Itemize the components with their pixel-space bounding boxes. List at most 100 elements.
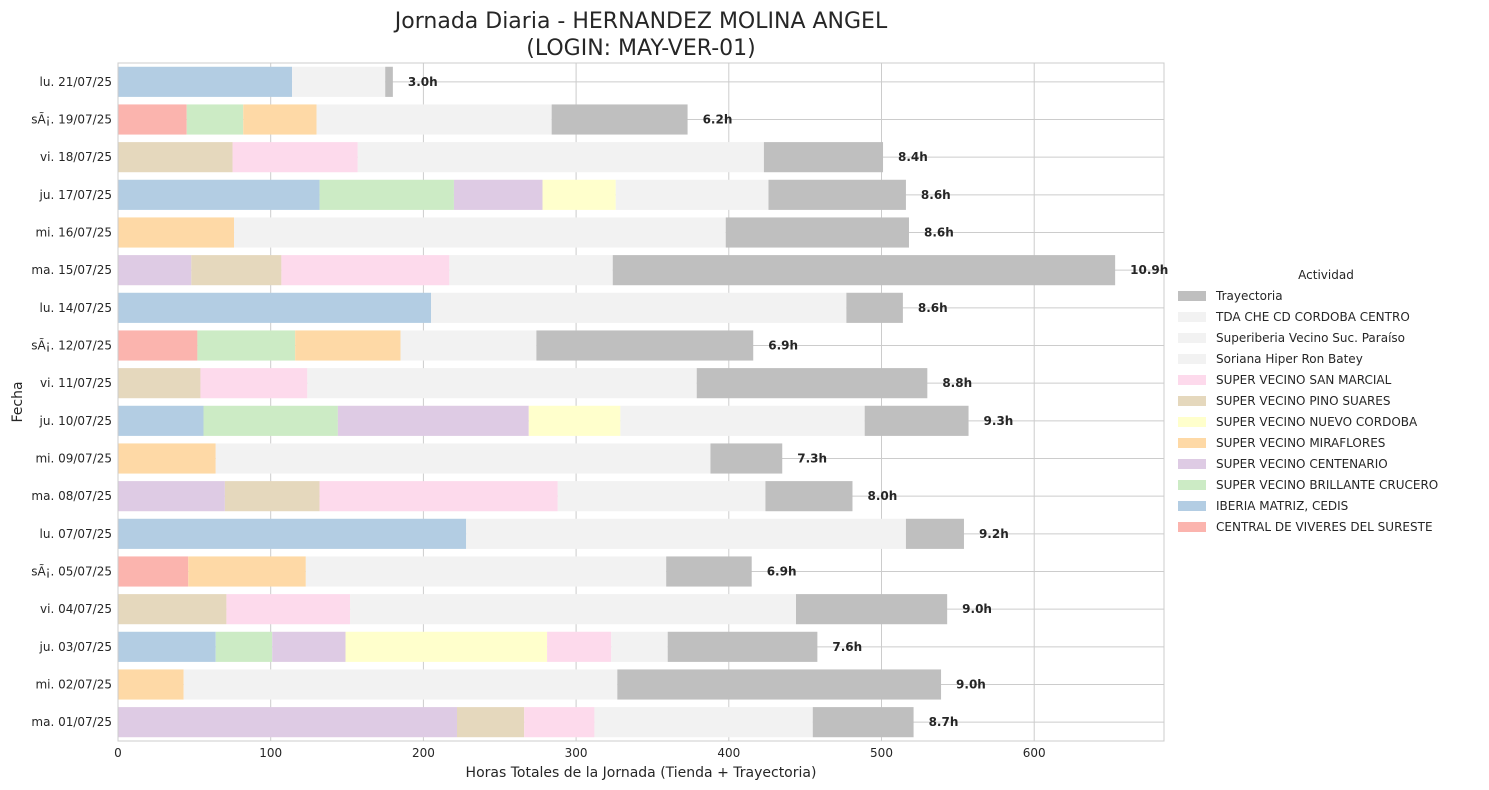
x-tick-label: 400 xyxy=(717,746,740,760)
bar-segment xyxy=(118,443,216,474)
bar-segment xyxy=(725,217,909,248)
y-tick-label: sÃ¡. 19/07/25 xyxy=(31,112,112,127)
bar-segment xyxy=(528,405,621,436)
bar-segment xyxy=(594,707,813,738)
bar-segment xyxy=(234,217,726,248)
y-tick-label: ju. 17/07/25 xyxy=(39,188,112,202)
bar-segment xyxy=(536,330,754,361)
data-labels: 3.0h 6.2h 8.4h 8.6h 8.6h 10.9h 8.6h 6.9h 8.8h 9.3… xyxy=(408,75,1168,729)
bar-segment xyxy=(611,631,668,662)
bar-segment xyxy=(864,405,969,436)
legend-entry: SUPER VECINO BRILLANTE CRUCERO xyxy=(1216,478,1438,492)
y-tick-label: mi. 16/07/25 xyxy=(35,226,112,240)
bar-segment xyxy=(350,594,796,625)
legend-entry: TDA CHE CD CORDOBA CENTRO xyxy=(1215,310,1410,324)
legend-title: Actividad xyxy=(1298,268,1354,282)
x-tick-labels: 0 100 200 300 400 500 600 xyxy=(114,746,1045,760)
legend-swatch xyxy=(1178,459,1206,469)
data-label: 8.6h xyxy=(924,226,954,240)
legend-swatch xyxy=(1178,480,1206,490)
bar-segment xyxy=(337,405,529,436)
bar-segment xyxy=(667,631,818,662)
data-label: 10.9h xyxy=(1130,263,1168,277)
data-label: 8.4h xyxy=(898,150,928,164)
x-tick-label: 600 xyxy=(1023,746,1046,760)
y-tick-label: lu. 07/07/25 xyxy=(40,527,112,541)
bar-segment xyxy=(118,104,187,135)
bar-segment xyxy=(186,104,244,135)
bars-group xyxy=(118,66,1116,738)
x-axis-label: Horas Totales de la Jornada (Tienda + Tr… xyxy=(466,765,817,781)
bar-segment xyxy=(763,142,884,173)
y-tick-label: vi. 04/07/25 xyxy=(40,602,112,616)
bar-segment xyxy=(385,66,393,97)
bar-segment xyxy=(118,669,184,700)
data-label: 9.0h xyxy=(962,602,992,616)
bar-segment xyxy=(696,368,928,399)
x-tick-label: 0 xyxy=(114,746,122,760)
legend-entry: SUPER VECINO CENTENARIO xyxy=(1216,457,1388,471)
bar-segment xyxy=(118,368,201,399)
y-tick-label: ma. 08/07/25 xyxy=(31,489,112,503)
bar-segment xyxy=(118,631,216,662)
data-label: 9.0h xyxy=(956,678,986,692)
y-tick-label: ma. 15/07/25 xyxy=(31,263,112,277)
data-label: 8.7h xyxy=(929,715,959,729)
bar-segment xyxy=(524,707,595,738)
legend-entry: Soriana Hiper Ron Batey xyxy=(1216,352,1363,366)
bar-segment xyxy=(118,707,457,738)
bar-segment xyxy=(357,142,764,173)
bar-segment xyxy=(547,631,612,662)
bar-segment xyxy=(551,104,688,135)
bar-segment xyxy=(188,556,306,587)
bar-segment xyxy=(768,179,906,210)
bar-segment xyxy=(118,405,204,436)
legend-entry: Trayectoria xyxy=(1215,289,1283,303)
bar-segment xyxy=(232,142,358,173)
bar-segment xyxy=(905,518,964,549)
y-tick-label: mi. 09/07/25 xyxy=(35,452,112,466)
legend-swatch xyxy=(1178,522,1206,532)
bar-segment xyxy=(118,179,320,210)
bar-segment xyxy=(200,368,308,399)
bar-segment xyxy=(466,518,906,549)
bar-segment xyxy=(118,292,432,323)
bar-segment xyxy=(612,255,1116,286)
data-label: 6.9h xyxy=(767,565,797,579)
legend-swatch xyxy=(1178,417,1206,427)
bar-segment xyxy=(305,556,667,587)
bar-segment xyxy=(118,518,467,549)
bar-segment xyxy=(846,292,903,323)
data-label: 8.6h xyxy=(921,188,951,202)
data-label: 8.0h xyxy=(867,489,897,503)
bar-segment xyxy=(319,481,558,512)
legend-swatch xyxy=(1178,333,1206,343)
chart-title-line2: (LOGIN: MAY-VER-01) xyxy=(526,36,755,61)
bar-segment xyxy=(307,368,697,399)
bar-segment xyxy=(243,104,317,135)
y-tick-label: ma. 01/07/25 xyxy=(31,715,112,729)
x-tick-label: 300 xyxy=(565,746,588,760)
bar-segment xyxy=(224,481,320,512)
x-tick-label: 200 xyxy=(412,746,435,760)
bar-segment xyxy=(295,330,401,361)
legend-swatch xyxy=(1178,375,1206,385)
bar-segment xyxy=(118,255,192,286)
legend-swatch xyxy=(1178,291,1206,301)
legend-swatch xyxy=(1178,312,1206,322)
bar-segment xyxy=(272,631,346,662)
y-tick-labels: lu. 21/07/25 sÃ¡. 19/07/25 vi. 18/07/25 ju.… xyxy=(31,75,112,729)
y-tick-label: ju. 03/07/25 xyxy=(39,640,112,654)
bar-segment xyxy=(197,330,296,361)
bar-segment xyxy=(319,179,454,210)
data-label: 9.3h xyxy=(984,414,1014,428)
bar-segment xyxy=(557,481,766,512)
legend-entry: SUPER VECINO SAN MARCIAL xyxy=(1216,373,1392,387)
data-label: 8.6h xyxy=(918,301,948,315)
x-tick-label: 500 xyxy=(870,746,893,760)
bar-segment xyxy=(203,405,338,436)
data-label: 7.6h xyxy=(832,640,862,654)
bar-segment xyxy=(316,104,552,135)
legend-entry: CENTRAL DE VIVERES DEL SURESTE xyxy=(1216,520,1433,534)
